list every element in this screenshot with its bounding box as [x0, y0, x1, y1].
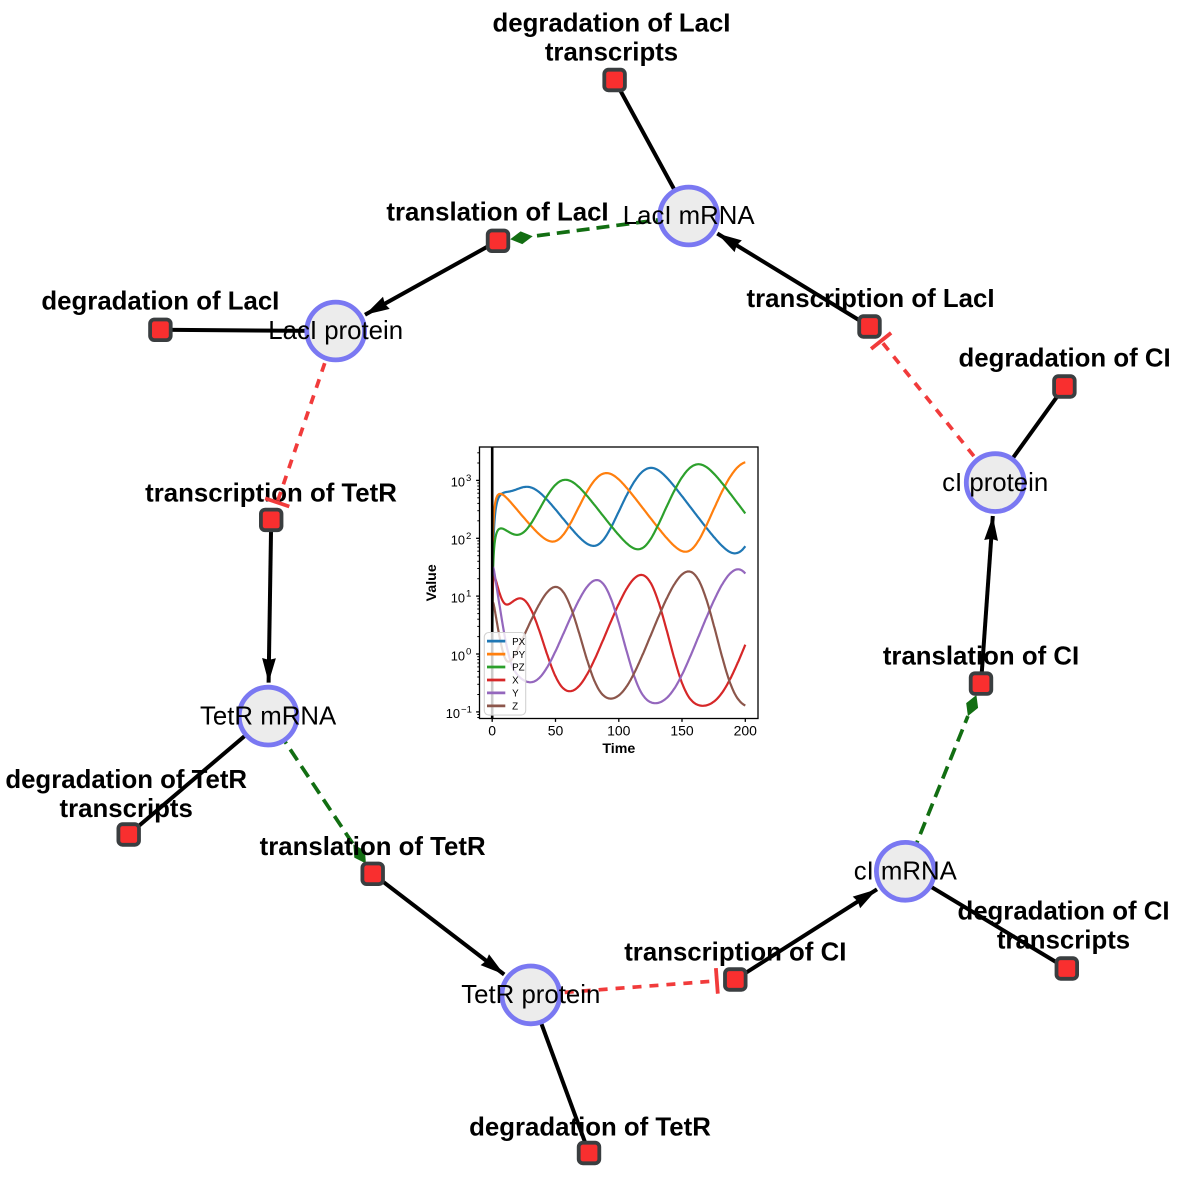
svg-text:PZ: PZ	[512, 663, 525, 674]
svg-text:2: 2	[466, 531, 471, 542]
svg-text:150: 150	[670, 723, 694, 739]
svg-text:10: 10	[451, 648, 465, 663]
svg-text:1: 1	[466, 589, 471, 600]
svg-text:Z: Z	[512, 702, 518, 713]
svg-text:50: 50	[548, 723, 564, 739]
svg-text:transcription of LacI: transcription of LacI	[747, 285, 995, 313]
svg-text:degradation of TetR: degradation of TetR	[469, 1114, 711, 1142]
svg-text:10: 10	[451, 590, 465, 605]
svg-text:degradation of LacI: degradation of LacI	[41, 288, 279, 316]
svg-text:transcription of TetR: transcription of TetR	[145, 480, 397, 508]
svg-text:translation of TetR: translation of TetR	[260, 833, 486, 861]
svg-text:10: 10	[451, 475, 465, 490]
svg-text:Y: Y	[512, 689, 519, 700]
svg-text:0: 0	[466, 647, 471, 658]
svg-text:Value: Value	[424, 564, 440, 601]
svg-text:−1: −1	[461, 704, 472, 715]
svg-text:X: X	[512, 676, 519, 687]
svg-text:10: 10	[446, 706, 460, 721]
svg-text:200: 200	[734, 723, 758, 739]
svg-text:TetR protein: TetR protein	[461, 981, 600, 1009]
svg-text:LacI protein: LacI protein	[268, 317, 403, 345]
svg-text:cI protein: cI protein	[942, 469, 1048, 497]
svg-text:100: 100	[607, 723, 631, 739]
svg-text:degradation of CI: degradation of CI	[957, 898, 1169, 926]
svg-text:TetR mRNA: TetR mRNA	[200, 702, 337, 730]
svg-text:cI mRNA: cI mRNA	[854, 858, 958, 886]
svg-text:0: 0	[488, 723, 496, 739]
svg-text:3: 3	[466, 473, 471, 484]
svg-text:translation of LacI: translation of LacI	[386, 198, 608, 226]
svg-text:10: 10	[451, 533, 465, 548]
svg-text:PY: PY	[512, 650, 526, 661]
svg-text:degradation of CI: degradation of CI	[959, 345, 1171, 373]
svg-text:LacI mRNA: LacI mRNA	[623, 202, 756, 230]
svg-text:transcripts: transcripts	[545, 39, 678, 67]
svg-text:transcription of CI: transcription of CI	[624, 939, 846, 967]
svg-text:Time: Time	[602, 741, 635, 757]
svg-text:degradation of LacI: degradation of LacI	[493, 10, 731, 38]
svg-text:PX: PX	[512, 637, 526, 648]
svg-text:degradation of TetR: degradation of TetR	[5, 766, 247, 794]
